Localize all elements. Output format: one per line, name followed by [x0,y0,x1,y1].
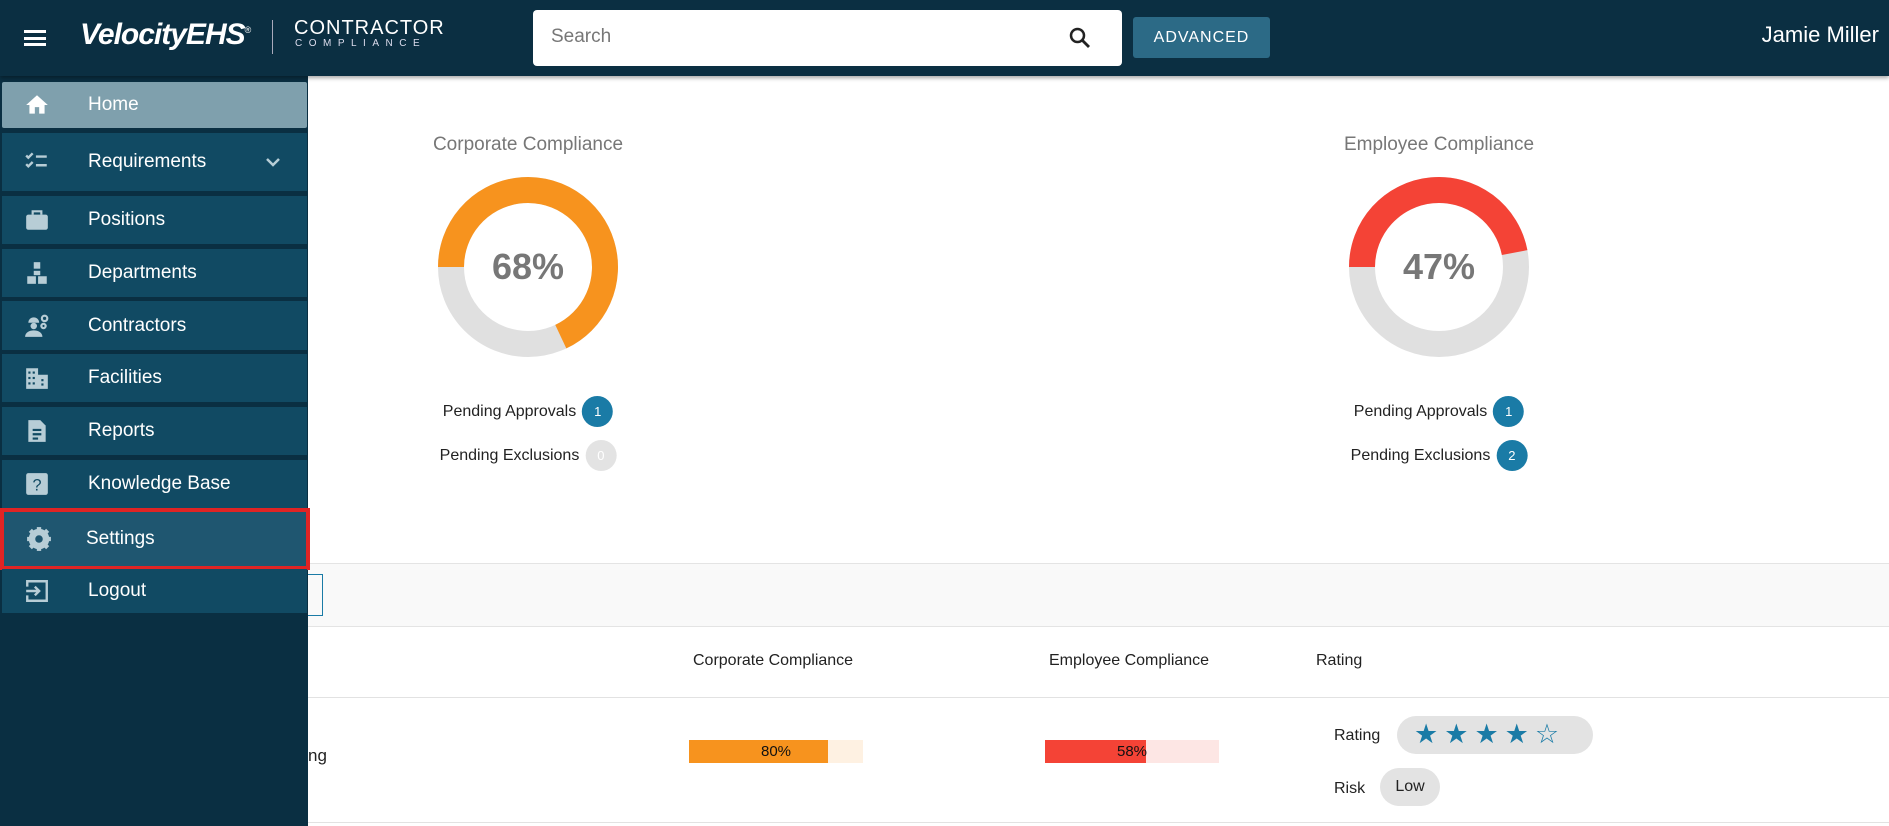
top-bar: VelocityEHS® CONTRACTOR COMPLIANCE ADVAN… [0,0,1889,76]
star-filled-icon: ★ [1474,719,1499,749]
employee-pending-exclusions[interactable]: Pending Exclusions 2 [1351,440,1528,471]
logo-divider [272,20,273,54]
pending-exclusions-label: Pending Exclusions [1350,446,1491,464]
sidebar-item-requirements[interactable]: Requirements [2,133,307,191]
row-divider [0,822,1889,823]
checklist-icon [25,152,47,169]
sidebar-item-label: Contractors [88,314,187,336]
sidebar-item-label: Reports [88,420,155,441]
hamburger-menu-icon[interactable] [24,30,46,46]
row-name[interactable]: ng [308,746,327,765]
pending-approvals-label: Pending Approvals [1353,402,1488,420]
chevron-down-icon[interactable] [265,157,281,167]
search-icon[interactable] [1068,26,1092,50]
sidebar: Home Requirements Positions Departments … [0,76,310,826]
star-empty-icon: ☆ [1534,719,1560,749]
worker-gear-icon [25,314,49,337]
donut-value-arc [1349,177,1528,268]
hierarchy-icon [27,262,47,284]
bar-fill [689,740,829,763]
sidebar-item-label: Facilities [88,367,162,388]
star-filled-icon: ★ [1504,719,1529,749]
product-logo-line2: COMPLIANCE [295,38,427,49]
sidebar-item-contractors[interactable]: Contractors [2,301,307,350]
sidebar-item-label: Departments [88,262,197,283]
star-filled-icon: ★ [1414,719,1439,749]
question-icon: ? [26,473,48,495]
sidebar-item-knowledge-base[interactable]: ? Knowledge Base [2,460,307,508]
employee-compliance-percent: 47% [1402,246,1476,287]
sidebar-item-label: Knowledge Base [88,473,231,494]
corporate-compliance-percent: 68% [491,246,565,287]
bar-label: 58% [1116,743,1148,760]
employee-pending-approvals[interactable]: Pending Approvals 1 [1353,396,1525,427]
pending-approvals-label: Pending Approvals [442,402,577,420]
rating-label: Rating [1334,727,1381,744]
risk-badge: Low [1380,768,1440,806]
document-icon [28,420,46,442]
sidebar-item-label: Home [88,94,139,115]
risk-label: Risk [1334,780,1366,797]
header-divider [0,697,1889,698]
donut-value-arc [438,177,618,349]
corporate-compliance-title: Corporate Compliance [432,134,624,155]
sidebar-item-reports[interactable]: Reports [2,407,307,455]
user-name[interactable]: Jamie Miller [1761,22,1879,47]
sidebar-item-label: Settings [86,528,155,549]
building-icon [26,368,48,389]
briefcase-icon [26,210,48,230]
svg-text:?: ? [32,477,41,495]
bar-fill [1045,740,1146,763]
column-header-corporate[interactable]: Corporate Compliance [693,652,854,669]
bar-label: 80% [760,743,792,760]
advanced-search-button[interactable]: ADVANCED [1133,17,1270,58]
pending-exclusions-badge: 2 [1496,440,1528,471]
sidebar-item-logout[interactable]: Logout [2,569,307,613]
logout-icon [26,580,48,602]
column-header-employee[interactable]: Employee Compliance [1049,652,1210,669]
corporate-pending-approvals[interactable]: Pending Approvals 1 [442,396,614,427]
corporate-pending-exclusions[interactable]: Pending Exclusions 0 [440,440,617,471]
home-icon [26,95,48,114]
sidebar-item-departments[interactable]: Departments [2,249,307,297]
sidebar-item-facilities[interactable]: Facilities [2,354,307,402]
table-toolbar [0,563,1889,627]
pending-exclusions-label: Pending Exclusions [439,446,580,464]
gear-icon [27,527,51,551]
search-box [533,10,1122,66]
sidebar-item-label: Positions [88,209,166,230]
employee-compliance-title: Employee Compliance [1343,134,1535,155]
sidebar-item-label: Logout [88,580,147,601]
product-logo-line1: CONTRACTOR [294,17,445,39]
brand-mark: ® [244,25,252,35]
velocityehs-logo: VelocityEHS® [80,18,252,52]
pending-approvals-badge: 1 [1493,396,1525,427]
employee-compliance-donut [1349,177,1529,357]
search-input[interactable] [551,26,1031,48]
star-filled-icon: ★ [1444,719,1469,749]
corporate-compliance-donut [438,177,618,357]
sidebar-item-positions[interactable]: Positions [2,196,307,244]
column-header-rating[interactable]: Rating [1316,652,1363,669]
brand-name: VelocityEHS [80,18,246,51]
pending-exclusions-badge: 0 [585,440,617,471]
corporate-compliance-bar: 80% [689,740,863,763]
sidebar-item-home[interactable]: Home [2,82,307,128]
pending-approvals-badge: 1 [582,396,614,427]
rating-stars: ★ ★ ★ ★ ☆ [1397,716,1593,754]
sidebar-item-settings[interactable]: Settings [0,508,310,570]
employee-compliance-bar: 58% [1045,740,1219,763]
sidebar-item-label: Requirements [88,151,207,172]
